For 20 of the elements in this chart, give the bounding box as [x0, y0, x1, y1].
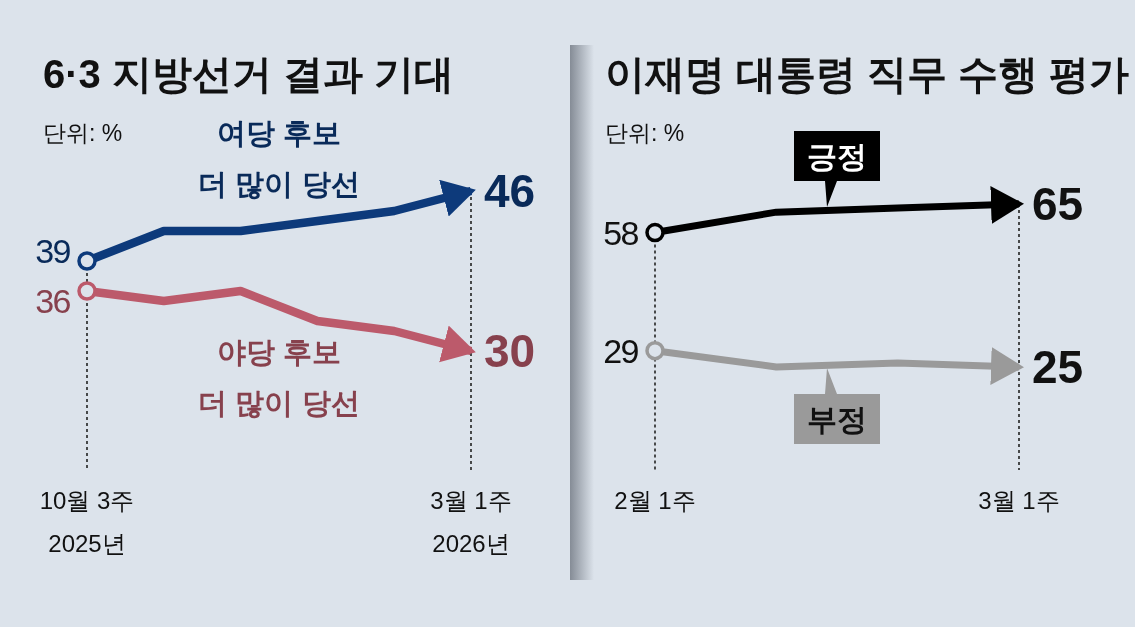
series-label: 여당 후보 더 많이 당선 [198, 117, 360, 200]
data-label: 65 [1032, 178, 1084, 230]
series-label: 야당 후보 더 많이 당선 [198, 336, 360, 419]
data-label: 25 [1032, 341, 1084, 393]
data-label: 46 [484, 165, 536, 217]
x-tick-label: 2월 1주 [614, 486, 696, 514]
data-label: 36 [35, 282, 71, 320]
chart-title: 이재명 대통령 직무 수행 평가 [605, 52, 1130, 96]
series-label: 부정 [807, 402, 867, 436]
text: 단위: % [605, 120, 685, 146]
x-tick-label: 10월 3주 2025년 [39, 486, 135, 557]
text: 단위: % [43, 120, 123, 146]
chart-title: 6·3 지방선거 결과 기대 [43, 52, 455, 96]
data-label: 30 [484, 325, 536, 377]
data-label: 58 [603, 213, 639, 252]
x-tick-label: 3월 1주 2026년 [430, 486, 512, 557]
series-label: 긍정 [807, 139, 867, 173]
x-tick-label: 3월 1주 [978, 486, 1060, 514]
data-label: 29 [603, 331, 639, 370]
data-label: 39 [35, 232, 71, 270]
